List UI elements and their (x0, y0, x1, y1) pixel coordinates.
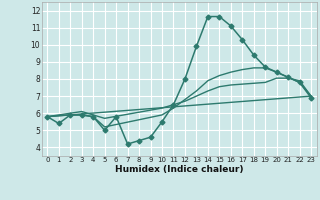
X-axis label: Humidex (Indice chaleur): Humidex (Indice chaleur) (115, 165, 244, 174)
